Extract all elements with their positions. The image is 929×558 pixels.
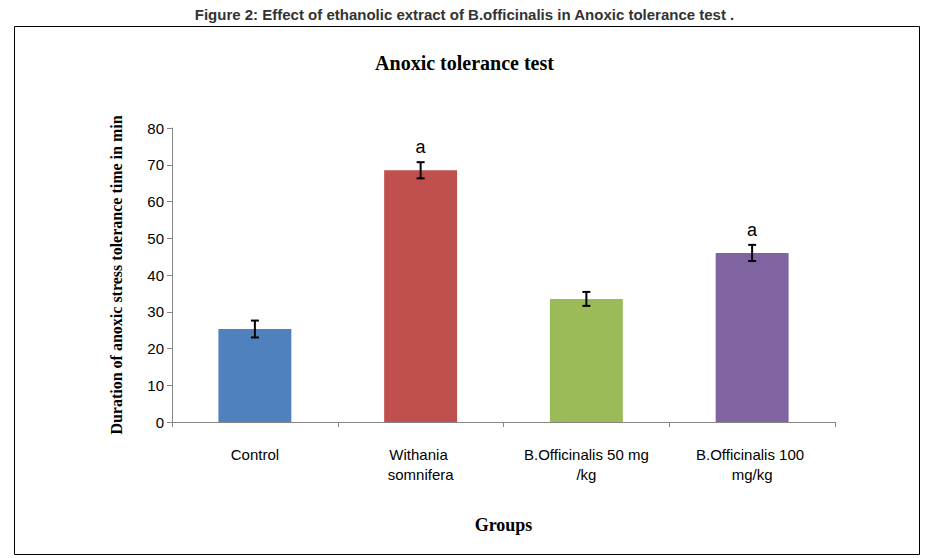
svg-text:Groups: Groups (475, 515, 533, 535)
svg-text:30: 30 (147, 303, 164, 320)
svg-text:Anoxic tolerance test: Anoxic tolerance test (375, 52, 554, 74)
svg-text:/kg: /kg (576, 466, 596, 483)
svg-text:50: 50 (147, 230, 164, 247)
svg-text:somnifera: somnifera (388, 466, 455, 483)
svg-text:80: 80 (147, 120, 164, 137)
svg-text:Control: Control (231, 446, 279, 463)
svg-text:mg/kg: mg/kg (732, 466, 773, 483)
svg-text:a: a (747, 220, 758, 240)
svg-text:a: a (416, 137, 427, 157)
svg-text:B.Officinalis 100: B.Officinalis 100 (696, 446, 808, 463)
svg-text:20: 20 (147, 340, 164, 357)
svg-text:Figure 2: Effect of ethanolic: Figure 2: Effect of ethanolic extract of… (195, 6, 735, 23)
svg-text:60: 60 (147, 193, 164, 210)
svg-text:10: 10 (147, 377, 164, 394)
svg-text:0: 0 (156, 414, 164, 431)
svg-text:Duration of anoxic stress tole: Duration of anoxic stress tolerance time… (108, 115, 125, 434)
svg-text:Withania: Withania (389, 446, 452, 463)
svg-text:70: 70 (147, 156, 164, 173)
svg-text:B.Officinalis 50 mg: B.Officinalis 50 mg (524, 446, 649, 463)
svg-text:40: 40 (147, 267, 164, 284)
